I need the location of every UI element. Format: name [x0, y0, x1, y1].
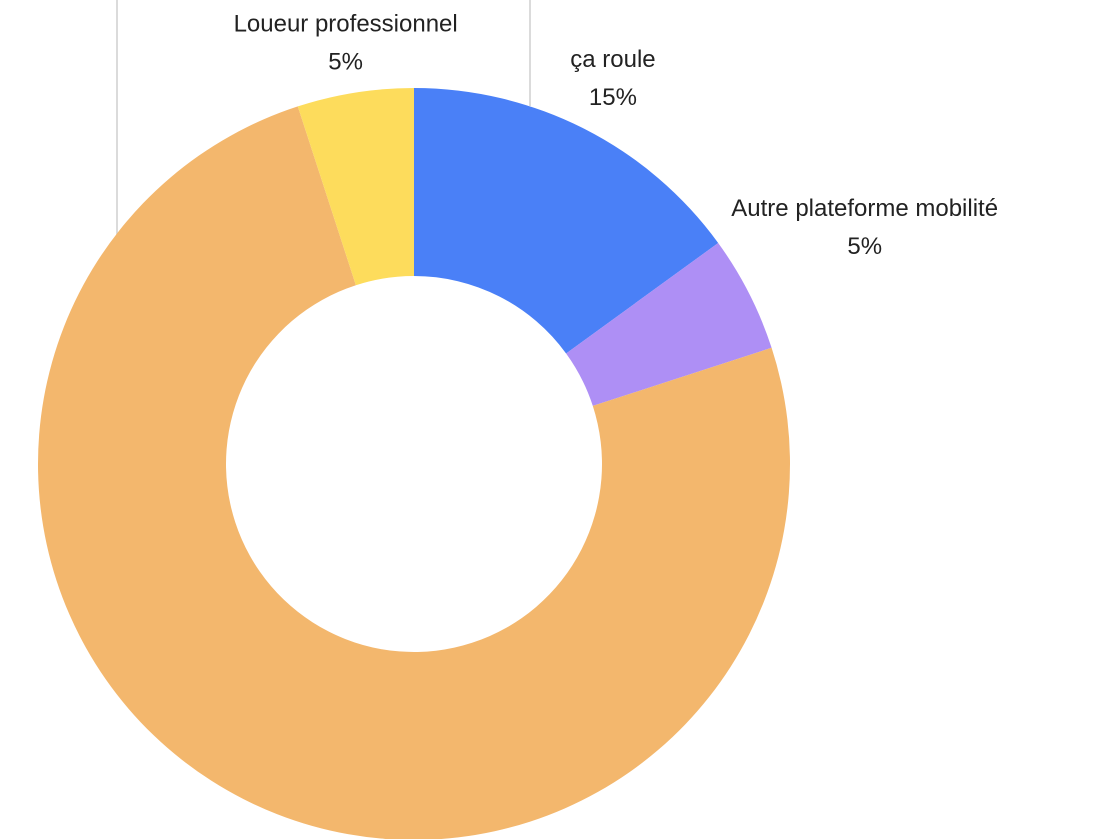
segment-label: Autre plateforme mobilité — [731, 195, 998, 222]
donut-segment — [38, 106, 790, 839]
segment-label: ça roule — [570, 46, 655, 73]
donut-segment — [297, 88, 414, 286]
segment-label: Loueur professionnel — [234, 10, 458, 37]
value-label: 5% — [847, 233, 882, 260]
donut-segment — [566, 242, 772, 406]
value-label: 5% — [328, 48, 363, 75]
donut-segment — [414, 88, 719, 354]
value-label: 15% — [589, 84, 637, 111]
